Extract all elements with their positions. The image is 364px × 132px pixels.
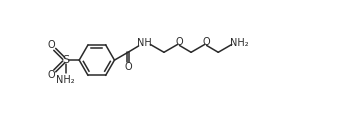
Text: S: S: [62, 55, 69, 65]
Text: O: O: [47, 70, 55, 80]
Text: NH₂: NH₂: [230, 39, 249, 48]
Text: NH₂: NH₂: [56, 75, 75, 85]
Text: NH: NH: [137, 39, 152, 48]
Text: O: O: [124, 62, 132, 72]
Text: O: O: [47, 40, 55, 50]
Text: O: O: [203, 37, 210, 46]
Text: O: O: [176, 37, 183, 46]
